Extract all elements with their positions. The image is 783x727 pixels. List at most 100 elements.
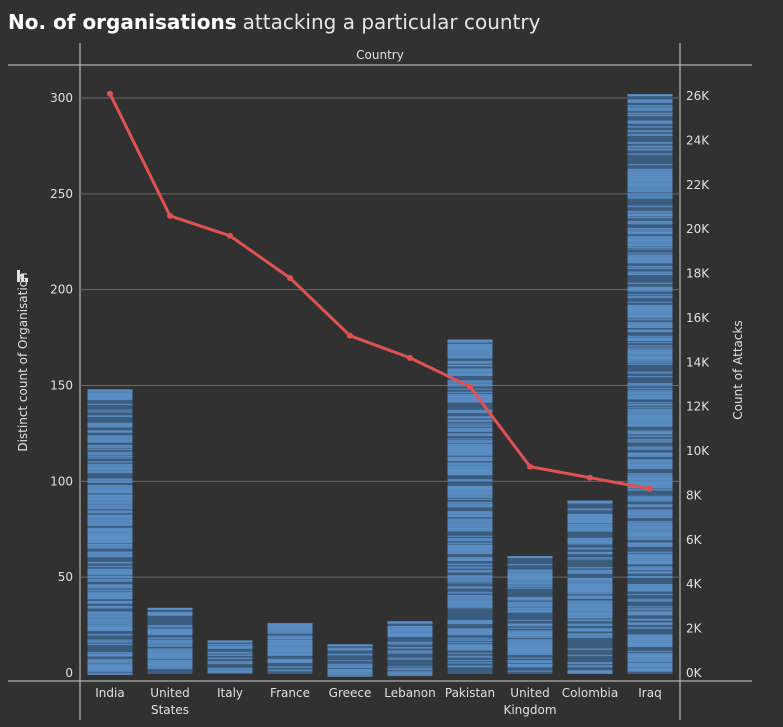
- bar-stripe: [507, 624, 553, 627]
- bar-stripe: [87, 660, 133, 663]
- bar-stripe: [627, 329, 673, 332]
- bar-stripe: [627, 130, 673, 133]
- bar-stripe: [567, 619, 613, 622]
- chart-subtitle: attacking a particular country: [243, 10, 541, 34]
- bar-stripe: [567, 579, 613, 589]
- bar-stripe: [87, 403, 133, 406]
- bar-stripe: [447, 458, 493, 461]
- attacks-line-point: [347, 332, 353, 339]
- attacks-line-point: [527, 463, 533, 470]
- gridlines: [80, 97, 680, 578]
- bar-stripe: [627, 120, 673, 123]
- bar-stripe: [627, 345, 673, 347]
- bar-stripe: [627, 419, 673, 427]
- bar-stripe: [207, 654, 253, 657]
- bar-stripe: [87, 489, 133, 491]
- bar-stripe: [87, 584, 133, 589]
- category-label: France: [270, 686, 310, 700]
- bar-stripe: [627, 210, 673, 213]
- bar-stripe: [87, 445, 133, 447]
- bar-stripe: [447, 446, 493, 454]
- bar-stripe: [627, 590, 673, 592]
- bar-stripe: [207, 670, 253, 673]
- bar: [387, 621, 433, 677]
- bar-stripe: [627, 668, 673, 671]
- bar-stripe: [627, 112, 673, 115]
- bar-stripe: [507, 639, 553, 641]
- bar-stripe: [627, 296, 673, 299]
- bar-stripe: [627, 341, 673, 344]
- bar-stripe: [627, 265, 673, 268]
- bar-stripe: [627, 396, 673, 399]
- bar-stripe: [507, 576, 553, 579]
- bar-stripe: [627, 164, 673, 166]
- bar-stripe: [447, 582, 493, 584]
- bar-stripe: [87, 620, 133, 631]
- bar-stripe: [627, 100, 673, 103]
- bar-stripe: [147, 659, 193, 662]
- bar-cap: [627, 94, 673, 97]
- bar-stripe: [447, 427, 493, 432]
- bar-stripe: [447, 438, 493, 440]
- bar-stripe: [507, 670, 553, 672]
- bar-stripe: [207, 643, 253, 646]
- bar-stripe: [447, 641, 493, 644]
- bar-stripe: [447, 538, 493, 540]
- x-axis-categories: India United States Italy France Greece Lebano…: [95, 686, 661, 717]
- bar-stripe: [447, 552, 493, 555]
- bar-stripe: [387, 626, 433, 628]
- sort-icon[interactable]: [17, 270, 28, 282]
- bar-stripe: [627, 229, 673, 231]
- bar-stripe: [87, 448, 133, 450]
- bar-stripe: [627, 401, 673, 404]
- bar-stripe: [627, 390, 673, 392]
- bar-stripe: [327, 663, 373, 666]
- bar-stripe: [627, 638, 673, 647]
- y-axis-label: Distinct count of Organisation: [16, 272, 30, 451]
- bar-stripe: [447, 364, 493, 367]
- bar-cap: [327, 644, 373, 647]
- bar-stripe: [87, 422, 133, 425]
- bar-stripe: [447, 591, 493, 594]
- bar-stripe: [627, 196, 673, 199]
- bar-stripe: [147, 663, 193, 670]
- category-label: India: [95, 686, 124, 700]
- category-label: States: [151, 703, 189, 717]
- bar-stripe: [567, 547, 613, 550]
- bar-stripe: [207, 657, 253, 660]
- bar-stripe: [627, 567, 673, 570]
- bar-stripe: [567, 654, 613, 657]
- attacks-line-point: [107, 90, 113, 97]
- bar-stripe: [447, 503, 493, 507]
- bar-stripe: [627, 316, 673, 319]
- bar-stripe: [567, 541, 613, 543]
- bar-stripe: [627, 619, 673, 621]
- bar-stripe: [627, 239, 673, 242]
- bar-stripe: [87, 451, 133, 454]
- bar-stripe: [87, 415, 133, 418]
- bar-stripe: [627, 571, 673, 574]
- bar-stripe: [627, 282, 673, 285]
- bar-stripe: [87, 545, 133, 547]
- bar-stripe: [447, 659, 493, 662]
- bar-stripe: [87, 423, 133, 427]
- bar-stripe: [447, 391, 493, 394]
- bar-stripe: [507, 632, 553, 634]
- bar-stripe: [627, 418, 673, 421]
- bar-stripe: [147, 644, 193, 647]
- y2-axis-label: Count of Attacks: [731, 320, 745, 419]
- bar-stripe: [87, 618, 133, 621]
- bar-stripe: [507, 611, 553, 613]
- bar-stripe: [507, 582, 553, 585]
- bar-stripe: [627, 483, 673, 486]
- bar-stripe: [627, 145, 673, 148]
- category-label: United: [150, 686, 189, 700]
- bar-stripe: [447, 604, 493, 607]
- y2-tick-label: 14K: [686, 355, 710, 369]
- bar-stripe: [567, 634, 613, 636]
- bar-stripe: [627, 315, 673, 317]
- bar-stripe: [567, 614, 613, 618]
- bar-stripe: [87, 668, 133, 670]
- bar-stripe: [87, 506, 133, 508]
- bar-stripe: [507, 665, 553, 668]
